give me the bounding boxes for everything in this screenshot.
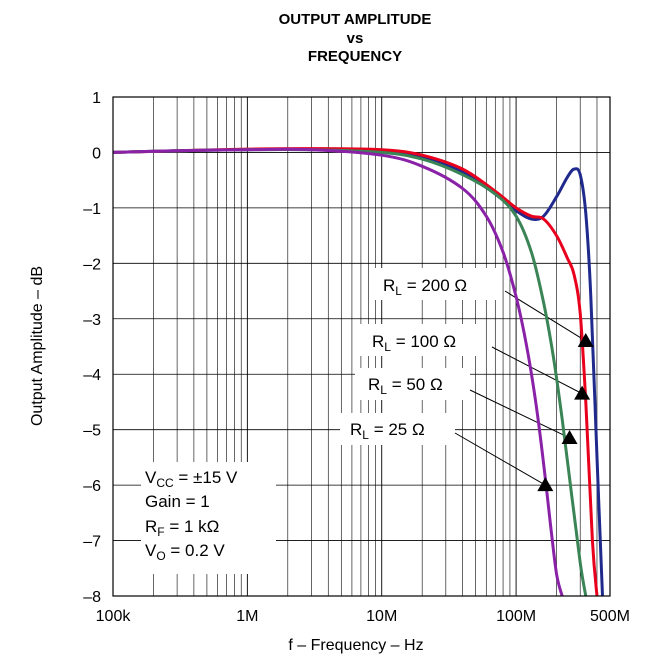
x-tick-label: 1M	[236, 608, 258, 625]
arrowhead	[561, 429, 578, 444]
tick-labels: 1 0 –1 –2 –3 –4 –5 –6 –7 –8 100k 1M 10M 100M 500M	[83, 90, 630, 625]
y-tick-label: 1	[92, 90, 101, 107]
y-tick-label: –2	[83, 256, 101, 273]
arrowheads	[537, 332, 594, 492]
series-label: RL = 200 Ω	[383, 276, 467, 298]
label-box	[355, 368, 470, 400]
condition-label: Gain = 1	[145, 492, 210, 511]
y-tick-label: –5	[83, 423, 101, 440]
condition-label: VO = 0.2 V	[145, 541, 225, 563]
arrowhead	[537, 477, 554, 492]
y-tick-label: –8	[83, 589, 101, 606]
y-tick-label: –3	[83, 312, 101, 329]
series-label: RL = 25 Ω	[350, 420, 425, 442]
label-box	[370, 268, 500, 300]
y-tick-label: 0	[92, 145, 101, 162]
series-label: RL = 50 Ω	[368, 375, 443, 397]
label-box	[359, 324, 479, 356]
y-tick-label: –7	[83, 534, 101, 551]
leader-line	[491, 346, 583, 395]
x-tick-label: 500M	[590, 608, 630, 625]
y-tick-label: –1	[83, 201, 101, 218]
x-tick-label: 100k	[96, 608, 132, 625]
arrowhead	[577, 332, 594, 347]
y-tick-label: –4	[83, 367, 101, 384]
y-axis-label: Output Amplitude – dB	[29, 266, 46, 426]
arrowhead	[574, 385, 591, 400]
leader-line	[454, 432, 546, 486]
condition-label: RF = 1 kΩ	[145, 517, 219, 539]
label-box	[340, 413, 455, 445]
conditions-box	[141, 462, 276, 574]
leader-line	[469, 389, 570, 439]
annotations: RL = 200 Ω RL = 100 Ω RL = 50 Ω RL = 25 Ω VC…	[141, 268, 587, 574]
chart-title-line-1: OUTPUT AMPLITUDE	[279, 11, 432, 28]
x-tick-label: 100M	[496, 608, 536, 625]
chart-title-line-3: FREQUENCY	[308, 48, 402, 65]
x-tick-label: 10M	[366, 608, 397, 625]
plot-frame	[112, 96, 611, 597]
y-tick-label: –6	[83, 478, 101, 495]
condition-label: VCC = ±15 V	[145, 468, 238, 490]
series-label: RL = 100 Ω	[372, 332, 456, 354]
x-axis-label: f – Frequency – Hz	[288, 637, 423, 654]
chart-title-line-2: vs	[347, 30, 364, 47]
